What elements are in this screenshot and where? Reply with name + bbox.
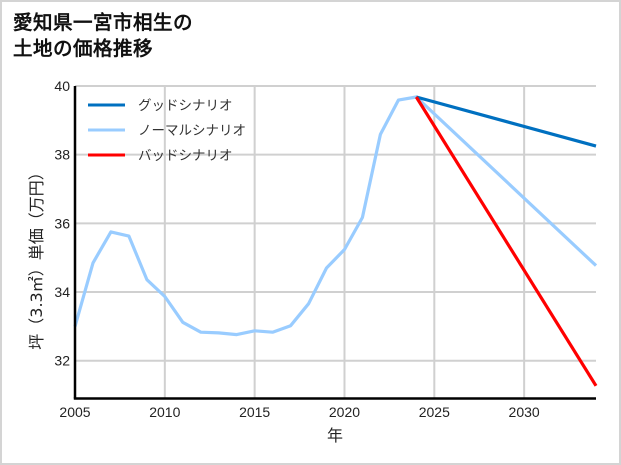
x-tick-label: 2010 xyxy=(149,404,180,420)
x-tick-label: 2005 xyxy=(59,404,90,420)
x-tick-labels: 2005 2010 2015 2020 2025 2030 xyxy=(59,404,539,420)
y-tick-label: 38 xyxy=(54,147,70,163)
axes xyxy=(73,86,596,400)
y-tick-label: 36 xyxy=(54,215,70,231)
legend: グッドシナリオ ノーマルシナリオ バッドシナリオ xyxy=(88,98,246,164)
y-axis-label: 坪（3.3㎡）単価（万円） xyxy=(27,164,46,349)
x-tick-label: 2025 xyxy=(419,404,450,420)
chart-title: 愛知県一宮市相生の 土地の価格推移 xyxy=(13,10,193,62)
legend-label-bad: バッドシナリオ xyxy=(138,148,233,164)
y-tick-label: 32 xyxy=(54,353,70,369)
series-line-bad xyxy=(414,96,598,387)
y-tick-label: 34 xyxy=(54,284,70,300)
series-line-good xyxy=(415,95,597,148)
legend-label-normal: ノーマルシナリオ xyxy=(138,123,246,139)
chart-title-line2: 土地の価格推移 xyxy=(13,37,154,60)
legend-label-good: グッドシナリオ xyxy=(138,98,233,114)
y-tick-labels: 32 34 36 38 40 xyxy=(54,78,70,369)
x-axis-label: 年 xyxy=(327,426,343,445)
y-tick-label: 40 xyxy=(54,78,70,94)
chart-title-line1: 愛知県一宮市相生の xyxy=(13,11,194,34)
x-tick-label: 2020 xyxy=(329,404,360,420)
series-line-normal xyxy=(73,95,598,337)
x-tick-label: 2015 xyxy=(239,404,270,420)
data-series xyxy=(73,95,598,387)
x-tick-label: 2030 xyxy=(509,404,540,420)
